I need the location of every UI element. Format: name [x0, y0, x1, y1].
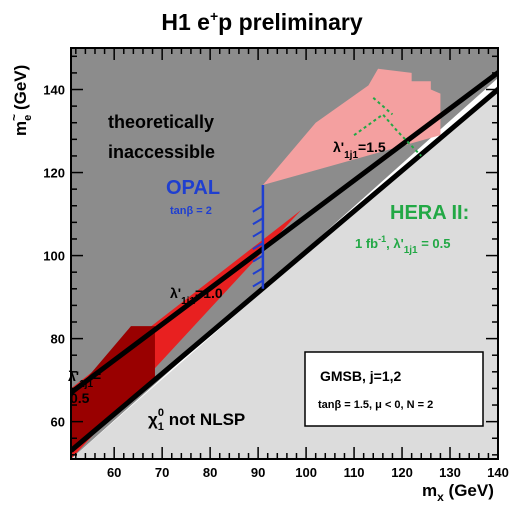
lambda-1p5-label: λ'1j1=1.5 — [333, 139, 386, 161]
svg-text:me (GeV): me (GeV) — [11, 65, 34, 136]
plot-frame — [70, 47, 499, 460]
hera-dotted-segment — [372, 97, 394, 116]
region-lambda-0-5-exclusion — [71, 326, 155, 451]
x-tick-label: 90 — [251, 465, 265, 480]
lambda-1p0-label: λ'1j1=1.0 — [170, 285, 223, 307]
x-tick-label: 110 — [344, 465, 365, 480]
upper-boundary-line — [71, 69, 498, 395]
region-lambda-1-5-exclusion — [262, 68, 441, 185]
theory-label-line2: inaccessible — [108, 142, 215, 162]
y-tick-label: 80 — [51, 332, 65, 347]
x-tick-label: 130 — [439, 465, 461, 480]
x-tick-label: 120 — [391, 465, 413, 480]
opal-hatch-mark — [252, 229, 264, 238]
y-tick-label: 100 — [43, 249, 65, 264]
chart-title: H1 e+p preliminary — [161, 8, 362, 35]
opal-hatch-mark — [252, 267, 264, 275]
x-tick-label: 140 — [487, 465, 509, 480]
y-tick-label: 120 — [43, 166, 65, 181]
opal-label: OPAL — [166, 177, 220, 199]
opal-hatch-mark — [252, 242, 264, 250]
gmsb-legend-box — [304, 351, 484, 427]
opal-limit-hatch — [252, 185, 265, 289]
theory-label-line1: theoretically — [108, 112, 214, 132]
hera-lumi-label: 1 fb-1, λ'1j1 = 0.5 — [355, 234, 450, 256]
opal-hatch-mark — [252, 204, 264, 213]
x-tick-label: 60 — [107, 465, 121, 480]
opal-hatch-mark — [252, 217, 264, 226]
axis-ticks: 60 70 80 90 100 110 120 130 140 60 80 100 120 140 — [43, 48, 509, 480]
x-tick-label: 100 — [295, 465, 317, 480]
gmsb-params: tanβ = 1.5, μ < 0, N = 2 — [318, 399, 433, 411]
hera-ii-dotted-contour — [353, 97, 422, 157]
nlsp-label: χ10 not NLSP — [148, 407, 245, 433]
y-axis-label: me (GeV) ~ — [7, 65, 34, 136]
y-tick-label: 60 — [51, 415, 65, 430]
gmsb-title: GMSB, j=1,2 — [320, 368, 402, 384]
opal-tanbeta-label: tanβ = 2 — [170, 205, 212, 217]
x-tick-label: 80 — [203, 465, 217, 480]
lambda-0p5-value: 0.5 — [70, 390, 90, 406]
hera-dotted-segment — [353, 113, 422, 157]
hera-label: HERA II: — [390, 202, 469, 224]
lambda-0p5-label: λ'1j1= — [68, 368, 101, 390]
x-tick-label: 70 — [155, 465, 169, 480]
lower-boundary-line — [71, 86, 498, 453]
x-axis-label: mx (GeV) — [422, 481, 494, 504]
opal-hatch-mark — [252, 279, 264, 288]
svg-text:~: ~ — [7, 114, 21, 121]
opal-hatch-mark — [252, 254, 264, 263]
y-tick-label: 140 — [43, 83, 65, 98]
